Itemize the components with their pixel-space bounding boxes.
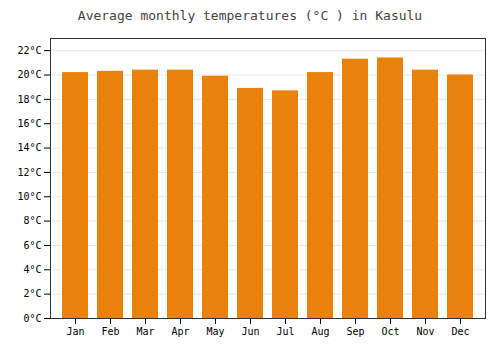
- svg-text:12°C: 12°C: [17, 167, 41, 178]
- svg-text:Sep: Sep: [346, 326, 364, 337]
- svg-text:Jul: Jul: [276, 326, 294, 337]
- svg-text:8°C: 8°C: [23, 215, 41, 226]
- svg-text:Mar: Mar: [136, 326, 154, 337]
- svg-text:4°C: 4°C: [23, 264, 41, 275]
- svg-text:Apr: Apr: [171, 326, 189, 337]
- svg-text:14°C: 14°C: [17, 142, 41, 153]
- svg-text:16°C: 16°C: [17, 118, 41, 129]
- svg-text:Jun: Jun: [241, 326, 259, 337]
- svg-text:0°C: 0°C: [23, 313, 41, 324]
- svg-text:20°C: 20°C: [17, 69, 41, 80]
- svg-text:6°C: 6°C: [23, 240, 41, 251]
- svg-text:22°C: 22°C: [17, 45, 41, 56]
- svg-text:Jan: Jan: [66, 326, 84, 337]
- svg-text:Dec: Dec: [451, 326, 469, 337]
- svg-text:Aug: Aug: [311, 326, 329, 337]
- svg-text:Oct: Oct: [381, 326, 399, 337]
- svg-text:2°C: 2°C: [23, 288, 41, 299]
- svg-text:Feb: Feb: [101, 326, 119, 337]
- svg-text:10°C: 10°C: [17, 191, 41, 202]
- svg-text:Nov: Nov: [416, 326, 434, 337]
- html-text:Average monthly temperatures (: Average monthly temperatures (°C ) in Ka…: [77, 8, 423, 23]
- svg-text:18°C: 18°C: [17, 94, 41, 105]
- svg-text:May: May: [206, 326, 224, 337]
